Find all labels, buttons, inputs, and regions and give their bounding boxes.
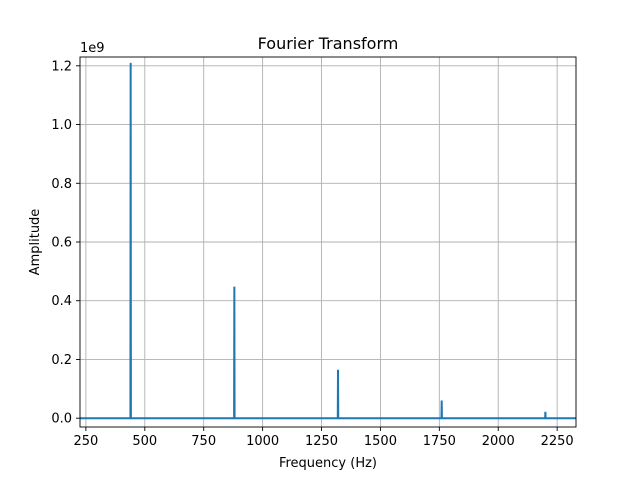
x-axis-label: Frequency (Hz) <box>279 456 377 471</box>
y-tick-label: 1.2 <box>51 59 72 74</box>
x-axis: 250 500 750 1000 1250 1500 1750 2000 2250 <box>73 427 574 449</box>
x-tick-label: 2250 <box>541 434 574 449</box>
y-tick-label: 0.4 <box>51 294 72 309</box>
x-tick-label: 1250 <box>305 434 338 449</box>
x-tick-label: 1000 <box>246 434 279 449</box>
x-tick-label: 500 <box>132 434 157 449</box>
y-offset-label: 1e9 <box>80 41 105 56</box>
x-tick-label: 750 <box>191 434 216 449</box>
x-tick-label: 250 <box>73 434 98 449</box>
grid <box>80 57 576 427</box>
chart-title: Fourier Transform <box>258 34 399 53</box>
y-tick-label: 1.0 <box>51 118 72 133</box>
y-tick-label: 0.2 <box>51 353 72 368</box>
y-tick-label: 0.6 <box>51 236 72 251</box>
x-tick-label: 1500 <box>364 434 397 449</box>
y-tick-label: 0.0 <box>51 412 72 427</box>
series-group <box>80 62 576 420</box>
x-tick-label: 1750 <box>423 434 456 449</box>
y-tick-label: 0.8 <box>51 177 72 192</box>
x-tick-label: 2000 <box>482 434 515 449</box>
y-axis-label: Amplitude <box>28 209 43 276</box>
y-axis: 0.0 0.2 0.4 0.6 0.8 1.0 1.2 <box>51 59 80 427</box>
